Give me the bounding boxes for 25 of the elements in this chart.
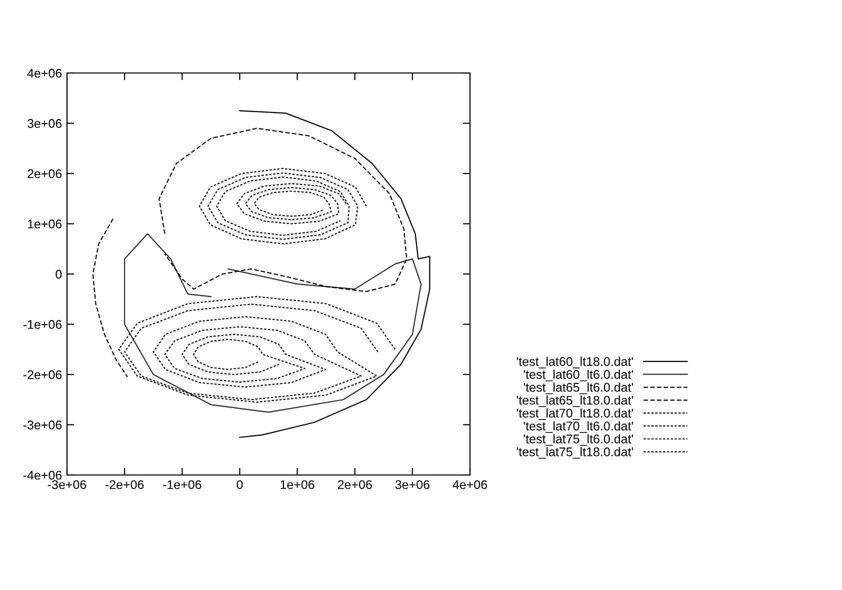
legend-label: 'test_lat70_lt18.0.dat' (516, 408, 633, 420)
y-tick-label: 2e+06 (28, 169, 62, 178)
legend-label: 'test_lat65_lt18.0.dat' (516, 395, 633, 408)
x-tick-label: -1e+06 (163, 480, 202, 490)
x-tick-label: 0 (236, 480, 243, 490)
x-tick-label: 4e+06 (452, 480, 488, 490)
legend-label: 'test_lat70_lt6.0.dat' (524, 421, 633, 433)
x-tick-label: -3e+06 (48, 480, 86, 490)
legend-label: 'test_lat75_lt18.0.dat' (516, 447, 633, 459)
y-tick-label: -4e+06 (23, 470, 62, 480)
y-tick-label: 4e+06 (27, 68, 62, 78)
legend-label: 'test_lat60_lt6.0.dat' (524, 370, 633, 382)
legend-label: 'test_lat60_lt18.0.dat' (516, 356, 633, 368)
x-tick-label: 3e+06 (395, 480, 430, 490)
y-tick-label: 0 (56, 270, 62, 279)
y-tick-label: -2e+06 (23, 370, 62, 380)
y-tick-label: -1e+06 (23, 320, 62, 329)
x-tick-label: 1e+06 (280, 480, 314, 490)
legend-label: 'test_lat65_lt6.0.dat' (524, 382, 633, 394)
y-tick-label: 1e+06 (28, 220, 62, 228)
y-tick-label: 3e+06 (28, 119, 62, 128)
x-tick-label: -2e+06 (105, 480, 144, 490)
x-tick-label: 2e+06 (338, 480, 372, 490)
y-tick-label: -3e+06 (23, 420, 62, 430)
legend-label: 'test_lat75_lt6.0.dat' (524, 434, 633, 446)
